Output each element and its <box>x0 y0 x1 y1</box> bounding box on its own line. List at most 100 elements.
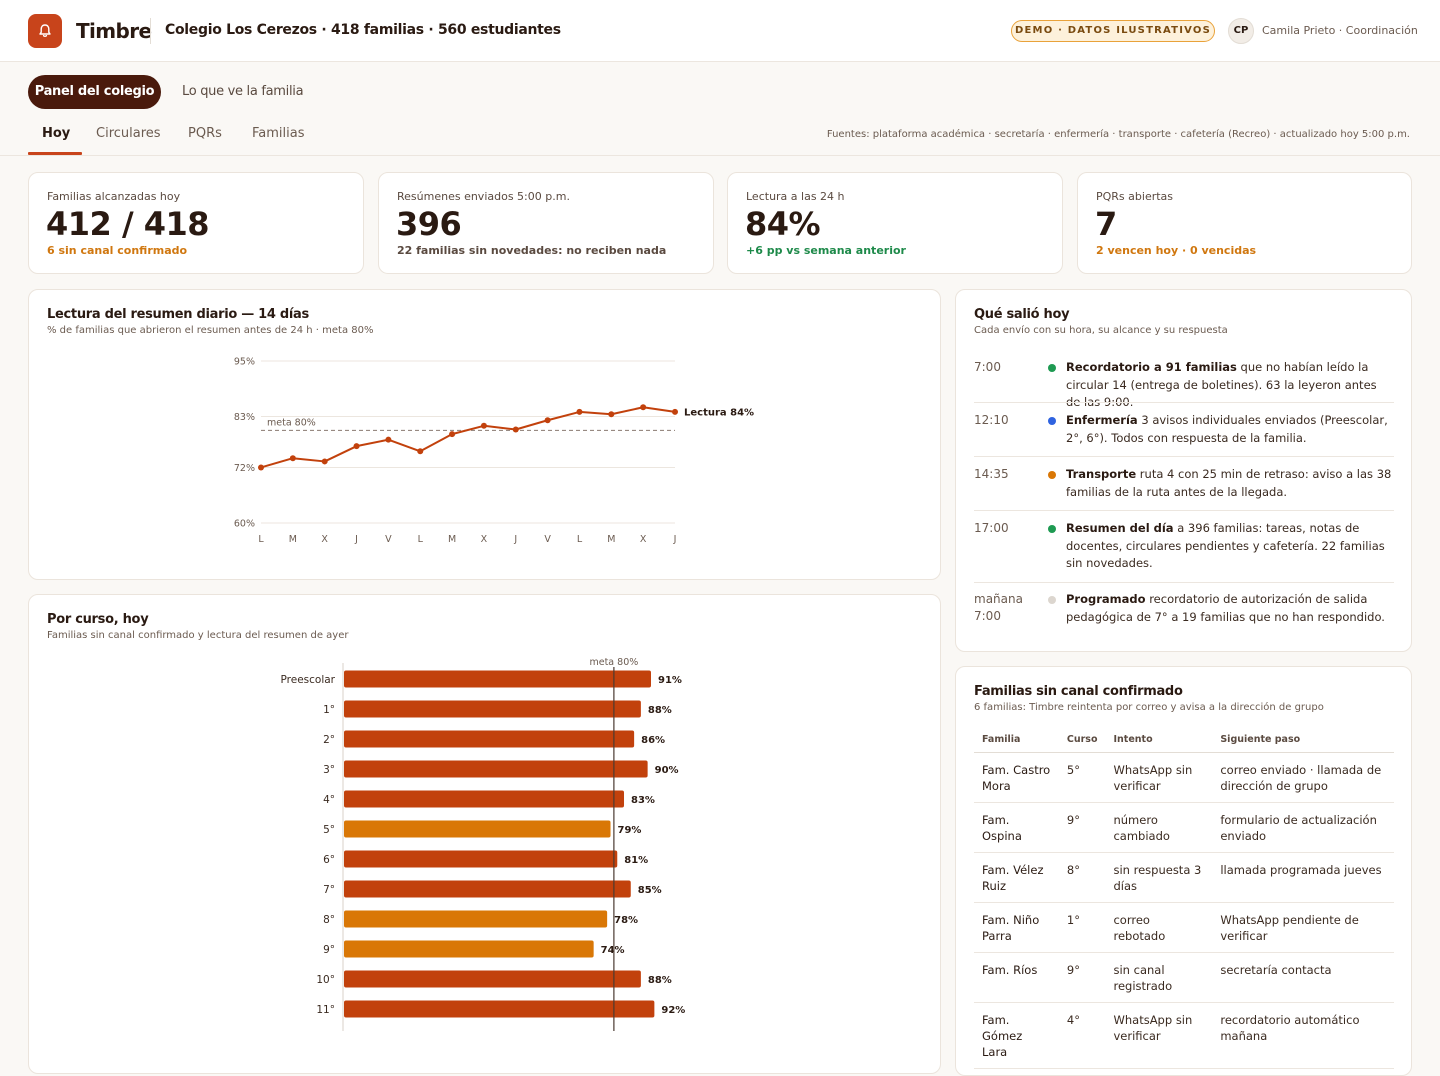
category-label: 7° <box>323 884 335 896</box>
column-header[interactable]: Intento <box>1105 729 1213 753</box>
x-tick-label: J <box>513 534 517 545</box>
kpi-label: Lectura a las 24 h <box>746 190 845 203</box>
y-tick-label: 60% <box>234 519 255 530</box>
timeline-text: Resumen del día a 396 familias: tareas, … <box>1066 520 1394 573</box>
view-school-panel-button[interactable]: Panel del colegio <box>28 75 161 109</box>
kpi-sub: 22 familias sin novedades: no reciben na… <box>397 244 667 257</box>
card-subtitle: Cada envío con su hora, su alcance y su … <box>974 325 1228 336</box>
header-divider <box>150 18 151 44</box>
kpi-card-reached[interactable]: Familias alcanzadas hoy 412 / 418 6 sin … <box>28 172 364 274</box>
category-label: 4° <box>323 794 335 806</box>
status-dot <box>1048 364 1056 372</box>
tab-circulares[interactable]: Circulares <box>96 126 161 141</box>
table-cell: formulario de actualización enviado <box>1212 802 1394 853</box>
data-point <box>544 417 551 424</box>
table-cell: Fam. Castro Mora <box>974 752 1059 803</box>
bar <box>344 1000 655 1018</box>
families-table: Familia Curso Intento Siguiente paso Fam… <box>974 729 1394 1069</box>
goal-label: meta 80% <box>589 657 638 668</box>
timeline-detail: ruta 4 con 25 min de retraso: aviso a la… <box>1066 467 1392 499</box>
tab-pqrs[interactable]: PQRs <box>188 126 222 141</box>
data-point <box>512 426 519 433</box>
table-cell: WhatsApp pendiente de verificar <box>1212 902 1394 953</box>
families-card: Familias sin canal confirmado 6 familias… <box>955 666 1412 1076</box>
timeline-time: 12:10 <box>974 413 1009 427</box>
status-dot <box>1048 471 1056 479</box>
table-cell: 4° <box>1058 1002 1106 1069</box>
timeline-detail: que no habían leído la circular 14 (entr… <box>1066 360 1377 409</box>
card-subtitle: 6 familias: Timbre reintenta por correo … <box>974 702 1324 713</box>
card-subtitle: % de familias que abrieron el resumen an… <box>47 325 374 336</box>
table-row[interactable]: Fam. Vélez Ruiz 8° sin respuesta 3 días lla… <box>974 852 1394 903</box>
bar <box>344 790 625 808</box>
sources-note: Fuentes: plataforma académica · secretar… <box>826 129 1410 140</box>
table-row[interactable]: Fam. Ospina 9° número cambiado formulario d… <box>974 802 1394 853</box>
card-subtitle: Familias sin canal confirmado y lectura … <box>47 630 349 641</box>
category-label: 11° <box>316 1004 335 1016</box>
kpi-value: 412 / 418 <box>46 205 210 243</box>
reading-line-chart: 60% 72% 83% 95% meta 80% L M X J V L M X J V L M X J Lectur… <box>234 357 754 546</box>
timeline-time: 7:00 <box>974 360 1001 374</box>
y-tick-label: 72% <box>234 463 255 474</box>
timeline-time: mañana 7:00 <box>974 592 1023 623</box>
table-row[interactable]: Fam. Niño Parra 1° correo rebotado WhatsApp… <box>974 902 1394 953</box>
table-cell: secretaría contacta <box>1212 952 1394 1003</box>
column-header[interactable]: Familia <box>974 729 1059 753</box>
table-cell: Fam. Niño Parra <box>974 902 1059 953</box>
table-row[interactable]: Fam. Castro Mora 5° WhatsApp sin verificar… <box>974 752 1394 803</box>
column-header[interactable]: Siguiente paso <box>1212 729 1394 753</box>
table-cell: sin respuesta 3 días <box>1105 852 1213 903</box>
table-cell: 9° <box>1058 952 1106 1003</box>
category-label: 9° <box>323 944 335 956</box>
category-label: 10° <box>316 974 335 986</box>
table-cell: llamada programada jueves <box>1212 852 1394 903</box>
data-label: 78% <box>614 915 638 926</box>
by-grade-card: Por curso, hoy Familias sin canal confir… <box>28 594 941 1074</box>
x-tick-label: X <box>481 534 488 545</box>
table-cell: 9° <box>1058 802 1106 853</box>
card-title: Por curso, hoy <box>47 612 149 627</box>
data-label: 81% <box>624 855 648 866</box>
table-row[interactable]: Fam. Ríos 9° sin canal registrado secretarí… <box>974 952 1394 1003</box>
view-family-button[interactable]: Lo que ve la familia <box>182 84 304 99</box>
bell-icon <box>39 24 51 37</box>
x-tick-label: V <box>544 534 551 545</box>
school-summary: Colegio Los Cerezos · 418 familias · 560… <box>165 22 561 38</box>
kpi-card-reading[interactable]: Lectura a las 24 h 84% +6 pp vs semana a… <box>727 172 1063 274</box>
column-header[interactable]: Curso <box>1058 729 1106 753</box>
x-tick-label: L <box>418 534 424 545</box>
y-tick-label: 83% <box>234 412 255 423</box>
tab-familias[interactable]: Familias <box>252 126 305 141</box>
kpi-card-summaries[interactable]: Resúmenes enviados 5:00 p.m. 396 22 fami… <box>378 172 714 274</box>
table-cell: número cambiado <box>1105 802 1213 853</box>
x-tick-label: J <box>354 534 358 545</box>
active-tab-indicator <box>28 152 82 155</box>
table-cell: 8° <box>1058 852 1106 903</box>
kpi-value: 396 <box>396 205 462 243</box>
kpi-sub: 2 vencen hoy · 0 vencidas <box>1096 244 1257 257</box>
series-line <box>260 406 676 469</box>
user-name[interactable]: Camila Prieto · Coordinación <box>1262 24 1418 37</box>
kpi-sub: +6 pp vs semana anterior <box>746 244 906 257</box>
category-label: 8° <box>323 914 335 926</box>
kpi-value: 7 <box>1095 205 1117 243</box>
tab-hoy[interactable]: Hoy <box>42 126 71 141</box>
timeline-divider <box>974 456 1394 457</box>
timeline-title: Transporte <box>1066 467 1137 481</box>
table-cell: Fam. Ospina <box>974 802 1059 853</box>
bar <box>344 850 618 868</box>
category-label: 1° <box>323 704 335 716</box>
data-point <box>640 404 647 411</box>
table-cell: correo rebotado <box>1105 902 1213 953</box>
table-cell: Fam. Ríos <box>974 952 1059 1003</box>
kpi-card-pqrs[interactable]: PQRs abiertas 7 2 vencen hoy · 0 vencida… <box>1077 172 1412 274</box>
avatar[interactable]: CP <box>1228 18 1254 44</box>
data-label: 88% <box>648 705 672 716</box>
table-row[interactable]: Fam. Gómez Lara 4° WhatsApp sin verificar r… <box>974 1002 1394 1069</box>
app-logo[interactable] <box>28 14 62 48</box>
data-point <box>385 436 392 443</box>
kpi-value: 84% <box>745 205 821 243</box>
goal-label: meta 80% <box>267 417 316 428</box>
demo-badge: DEMO · DATOS ILUSTRATIVOS <box>1011 20 1215 42</box>
category-label: 2° <box>323 734 335 746</box>
